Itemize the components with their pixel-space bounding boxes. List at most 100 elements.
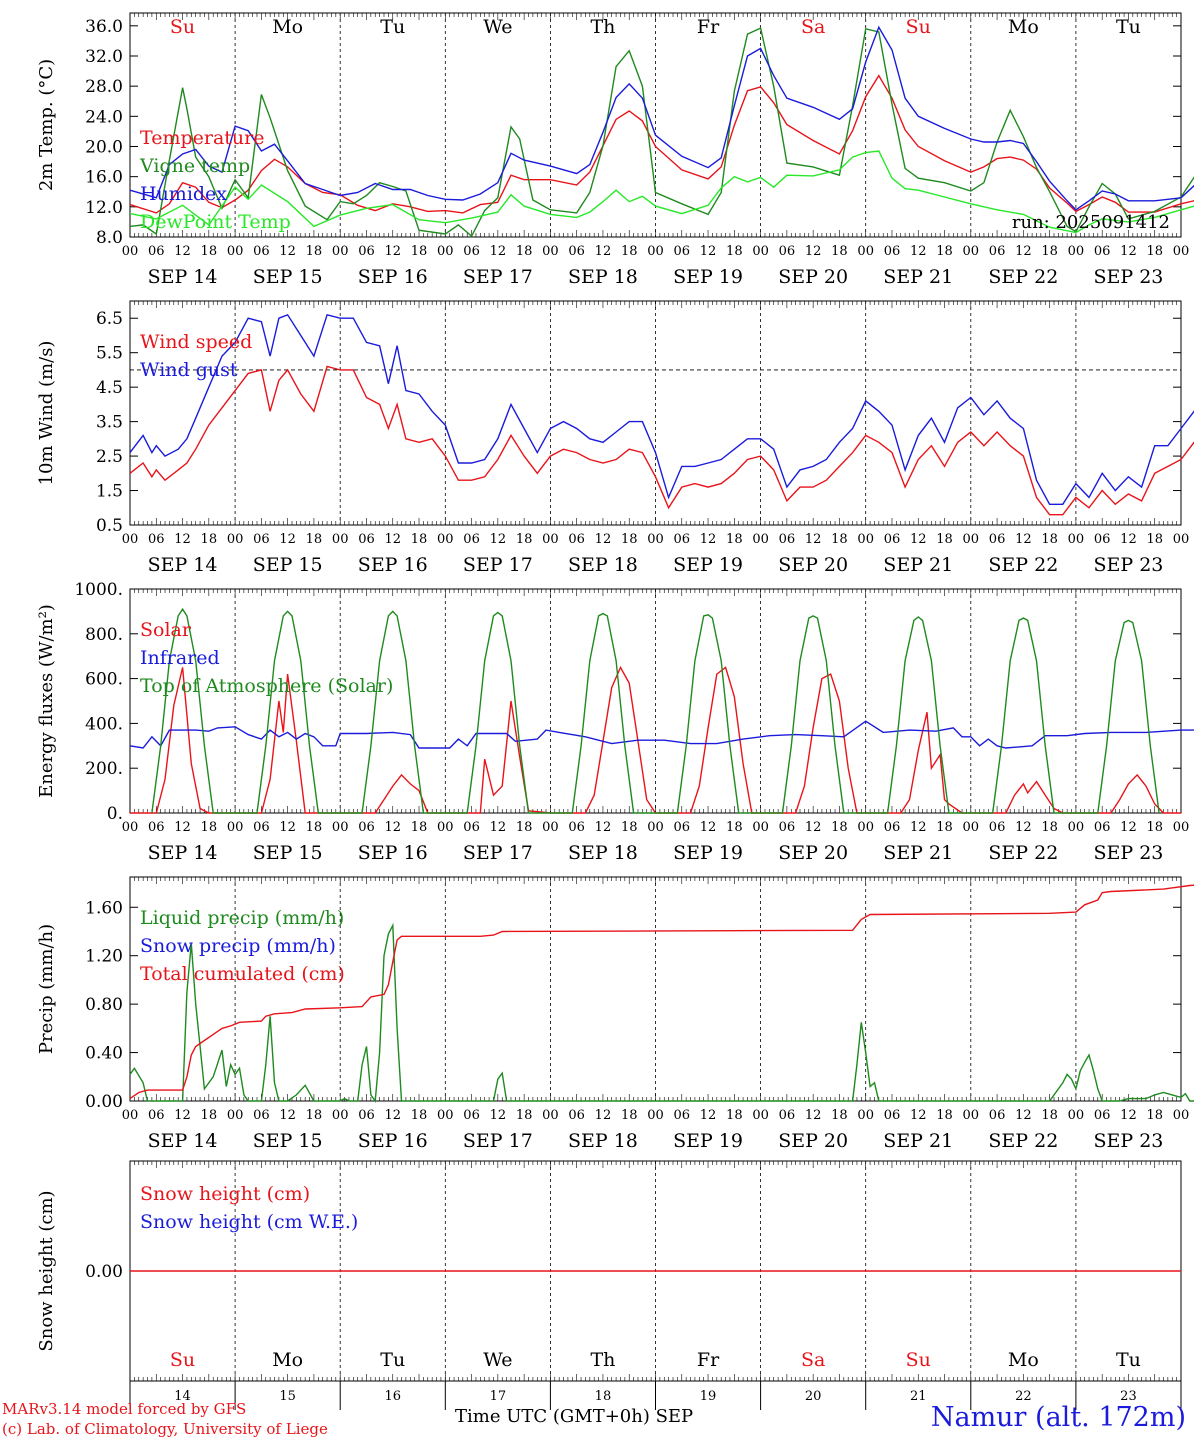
x-hour-label: 12 — [279, 532, 296, 547]
x-hour-label: 12 — [700, 1108, 717, 1123]
y-tick-label: 400. — [85, 714, 123, 734]
y-tick-label: 16.0 — [85, 168, 123, 188]
y-tick-label: 2.5 — [96, 447, 123, 467]
x-hour-label: 06 — [1094, 1108, 1111, 1123]
series-line — [129, 365, 1194, 516]
x-hour-label: 12 — [384, 1108, 401, 1123]
x-date-label: SEP 16 — [358, 1130, 428, 1152]
x-date-label: SEP 18 — [568, 554, 638, 576]
x-hour-label: 00 — [437, 532, 454, 547]
x-hour-label: 06 — [674, 244, 691, 259]
x-hour-label: 00 — [542, 1108, 559, 1123]
x-hour-label: 00 — [1068, 820, 1085, 835]
y-tick-label: 0. — [107, 804, 123, 824]
x-hour-label: 18 — [726, 532, 743, 547]
x-hour-label: 06 — [884, 820, 901, 835]
x-hour-label: 18 — [621, 1108, 638, 1123]
x-hour-label: 06 — [674, 1108, 691, 1123]
x-hour-label: 12 — [805, 532, 822, 547]
weekday-label-bottom: Fr — [697, 1349, 720, 1371]
x-date-label: SEP 16 — [358, 554, 428, 576]
y-tick-label: 0.40 — [85, 1044, 123, 1064]
legend-entry: Infrared — [140, 647, 220, 669]
x-date-label: SEP 17 — [463, 554, 533, 576]
x-date-label: SEP 17 — [463, 1130, 533, 1152]
weekday-label-top: Mo — [1008, 16, 1039, 38]
y-axis-label: Energy fluxes (W/m²) — [36, 604, 57, 798]
y-tick-label: 1.5 — [96, 482, 123, 502]
x-date-label: SEP 16 — [358, 266, 428, 288]
y-tick-label: 3.5 — [96, 413, 123, 433]
day-number-label: 20 — [805, 1389, 822, 1404]
y-tick-label: 20.0 — [85, 137, 123, 157]
x-hour-label: 06 — [463, 820, 480, 835]
x-hour-label: 18 — [306, 820, 323, 835]
x-hour-label: 00 — [1068, 1108, 1085, 1123]
x-hour-label: 12 — [174, 1108, 191, 1123]
x-hour-label: 00 — [122, 244, 139, 259]
y-axis-label: 2m Temp. (°C) — [36, 59, 57, 191]
x-date-label: SEP 18 — [568, 1130, 638, 1152]
legend-entry: Top of Atmosphere (Solar) — [140, 675, 393, 697]
x-hour-label: 06 — [253, 532, 270, 547]
legend-entry: Wind speed — [140, 331, 252, 353]
x-hour-label: 00 — [332, 244, 349, 259]
legend-entry: Liquid precip (mm/h) — [140, 907, 344, 929]
x-date-label: SEP 18 — [568, 842, 638, 864]
x-hour-label: 00 — [227, 1108, 244, 1123]
day-number-label: 19 — [700, 1389, 717, 1404]
x-hour-label: 00 — [542, 820, 559, 835]
x-date-label: SEP 21 — [883, 842, 953, 864]
x-hour-label: 18 — [621, 532, 638, 547]
x-hour-label: 18 — [1146, 820, 1163, 835]
x-hour-label: 00 — [1173, 1108, 1190, 1123]
x-hour-label: 18 — [726, 820, 743, 835]
weekday-label-bottom: Sa — [801, 1349, 825, 1371]
y-tick-label: 6.5 — [96, 309, 123, 329]
legend-entry: Snow height (cm W.E.) — [140, 1211, 358, 1233]
y-tick-label: 600. — [85, 670, 123, 690]
y-axis-label: Precip (mm/h) — [36, 924, 57, 1054]
weekday-label-top: Tu — [1116, 16, 1141, 38]
day-number-label: 22 — [1015, 1389, 1032, 1404]
x-hour-label: 18 — [306, 244, 323, 259]
x-hour-label: 06 — [989, 1108, 1006, 1123]
x-hour-label: 12 — [700, 532, 717, 547]
x-hour-label: 12 — [1120, 1108, 1137, 1123]
x-hour-label: 18 — [621, 820, 638, 835]
x-hour-label: 00 — [647, 532, 664, 547]
y-tick-label: 0.00 — [85, 1092, 123, 1112]
x-hour-label: 18 — [726, 244, 743, 259]
x-hour-label: 18 — [516, 1108, 533, 1123]
x-hour-label: 06 — [358, 244, 375, 259]
y-axis-label: 10m Wind (m/s) — [36, 341, 57, 486]
weekday-label-bottom: Th — [590, 1349, 615, 1371]
x-date-label: SEP 23 — [1094, 554, 1164, 576]
x-hour-label: 18 — [516, 820, 533, 835]
series-line — [129, 150, 1194, 234]
weekday-label-top: Th — [590, 16, 615, 38]
x-hour-label: 12 — [910, 532, 927, 547]
series-line — [129, 27, 1194, 238]
y-tick-label: 1.20 — [85, 947, 123, 967]
weekday-label-bottom: Su — [170, 1349, 195, 1371]
y-tick-label: 4.5 — [96, 378, 123, 398]
x-hour-label: 00 — [857, 1108, 874, 1123]
legend-entry: Solar — [140, 619, 192, 641]
x-hour-label: 18 — [831, 532, 848, 547]
x-hour-label: 00 — [963, 820, 980, 835]
x-hour-label: 00 — [332, 1108, 349, 1123]
x-hour-label: 12 — [1015, 532, 1032, 547]
x-hour-label: 00 — [437, 1108, 454, 1123]
x-hour-label: 12 — [1120, 532, 1137, 547]
y-axis-label: Snow height (cm) — [36, 1190, 57, 1351]
x-hour-label: 00 — [857, 532, 874, 547]
weekday-label-top: Tu — [380, 16, 405, 38]
x-hour-label: 00 — [647, 820, 664, 835]
x-hour-label: 00 — [437, 244, 454, 259]
x-hour-label: 00 — [963, 1108, 980, 1123]
x-date-label: SEP 15 — [253, 266, 323, 288]
x-hour-label: 12 — [490, 1108, 507, 1123]
x-hour-label: 12 — [1120, 820, 1137, 835]
x-hour-label: 06 — [568, 244, 585, 259]
